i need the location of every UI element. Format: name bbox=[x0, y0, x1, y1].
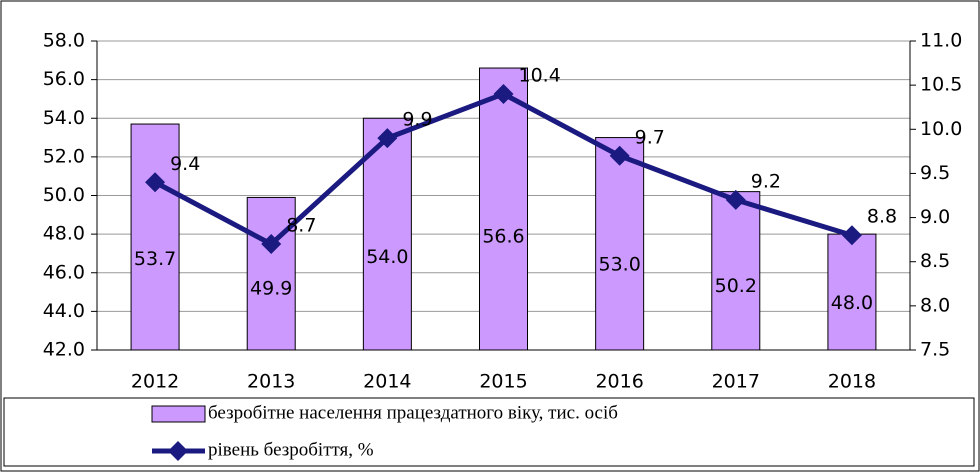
bar-value-label: 56.6 bbox=[482, 226, 524, 248]
y2-tick-label: 8.0 bbox=[920, 294, 950, 316]
bar bbox=[362, 117, 412, 351]
legend-marker bbox=[168, 441, 188, 461]
bar-value-label: 48.0 bbox=[831, 292, 873, 314]
y-tick-label: 46.0 bbox=[43, 261, 85, 283]
line-value-label: 9.7 bbox=[635, 126, 665, 148]
y-tick-label: 56.0 bbox=[43, 68, 85, 90]
bar-value-label: 49.9 bbox=[250, 277, 292, 299]
x-tick-label: 2012 bbox=[131, 371, 179, 393]
bar bbox=[479, 67, 528, 351]
legend-label: безробітне населення працездатного віку,… bbox=[208, 402, 618, 423]
bar-value-label: 54.0 bbox=[366, 246, 408, 268]
marker bbox=[261, 234, 282, 255]
y-tick-label: 54.0 bbox=[43, 107, 85, 129]
x-tick-label: 2015 bbox=[479, 371, 527, 393]
y-tick-label: 42.0 bbox=[43, 339, 85, 361]
x-tick-label: 2017 bbox=[712, 371, 760, 393]
bar bbox=[711, 191, 761, 351]
line-value-label: 8.7 bbox=[286, 215, 316, 237]
bar bbox=[130, 123, 180, 351]
legend-swatch bbox=[151, 405, 206, 423]
marker bbox=[493, 83, 514, 104]
y2-tick-label: 11.0 bbox=[920, 30, 962, 52]
line-value-label: 9.4 bbox=[170, 153, 200, 175]
y-tick-label: 58.0 bbox=[43, 30, 85, 52]
y-tick-label: 50.0 bbox=[43, 184, 85, 206]
y2-tick-label: 7.5 bbox=[920, 339, 950, 361]
bar bbox=[827, 233, 877, 351]
x-tick-label: 2013 bbox=[247, 371, 295, 393]
line-value-label: 10.4 bbox=[519, 64, 561, 86]
line-value-label: 9.2 bbox=[751, 170, 781, 192]
bar-value-label: 53.7 bbox=[134, 248, 176, 270]
y2-tick-label: 9.5 bbox=[920, 162, 950, 184]
line-value-label: 9.9 bbox=[402, 109, 432, 131]
bar-value-label: 53.0 bbox=[598, 254, 640, 276]
y2-tick-label: 9.0 bbox=[920, 206, 950, 228]
line-value-label: 8.8 bbox=[867, 206, 897, 228]
marker bbox=[841, 225, 862, 246]
y2-tick-label: 10.0 bbox=[920, 118, 962, 140]
x-tick-label: 2016 bbox=[595, 371, 643, 393]
y-tick-label: 48.0 bbox=[43, 223, 85, 245]
bar bbox=[246, 196, 296, 351]
marker bbox=[609, 145, 630, 166]
bar bbox=[595, 137, 645, 351]
legend-label: рівень безробіття, % bbox=[208, 439, 374, 460]
x-tick-label: 2018 bbox=[828, 371, 876, 393]
y2-tick-label: 8.5 bbox=[920, 250, 950, 272]
y2-tick-label: 10.5 bbox=[920, 74, 962, 96]
marker bbox=[725, 189, 746, 210]
marker bbox=[145, 172, 166, 193]
bar-value-label: 50.2 bbox=[715, 275, 757, 297]
y-tick-label: 44.0 bbox=[43, 300, 85, 322]
x-tick-label: 2014 bbox=[363, 371, 411, 393]
marker bbox=[377, 128, 398, 149]
y-tick-label: 52.0 bbox=[43, 145, 85, 167]
